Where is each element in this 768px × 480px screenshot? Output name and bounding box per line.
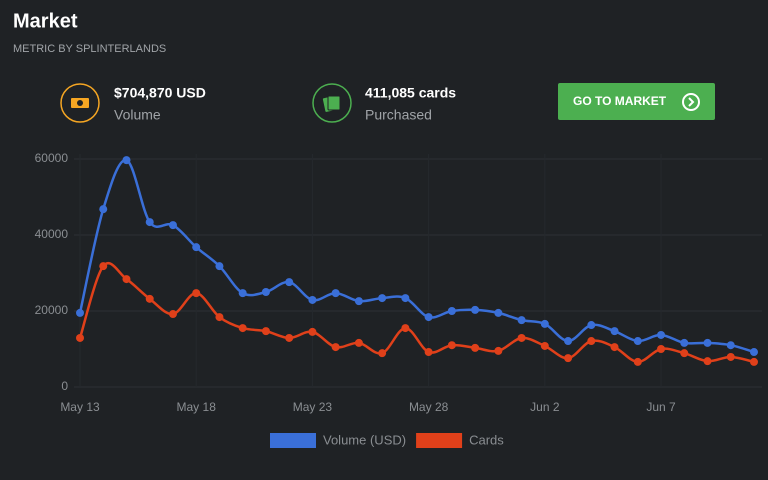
stat-label: Volume: [114, 107, 161, 123]
data-point: [308, 295, 317, 304]
x-tick-label: May 28: [409, 400, 449, 414]
data-point: [424, 348, 433, 357]
data-point: [192, 243, 201, 252]
card-icon: [327, 95, 341, 111]
data-point: [750, 348, 758, 357]
title: Market: [13, 10, 78, 32]
data-point: [447, 341, 456, 350]
data-point: [424, 313, 433, 322]
data-point: [215, 262, 224, 271]
data-point: [378, 294, 387, 303]
data-point: [145, 294, 154, 303]
series-line: [78, 262, 755, 364]
stat-label: Purchased: [365, 107, 432, 123]
data-point: [610, 343, 619, 352]
volume-icon: [60, 83, 100, 123]
legend-swatch: [270, 433, 316, 448]
data-point: [261, 288, 270, 296]
legend-label: Volume (USD): [323, 432, 406, 447]
y-tick-label: 0: [61, 379, 68, 393]
data-point: [587, 337, 596, 346]
data-point: [308, 327, 317, 336]
data-point: [610, 327, 619, 336]
cards-icon: [312, 83, 352, 123]
data-point: [238, 324, 247, 333]
stat-value: $704,870 USD: [114, 85, 206, 101]
subtitle: METRIC BY SPLINTERLANDS: [13, 43, 166, 55]
money-icon-dot: [77, 100, 83, 106]
data-point: [471, 305, 480, 314]
data-point: [680, 338, 689, 347]
data-point: [145, 218, 154, 227]
data-point: [471, 343, 480, 352]
data-point: [494, 346, 503, 355]
x-tick-label: Jun 2: [530, 400, 560, 414]
data-point: [401, 324, 410, 333]
data-point: [354, 338, 363, 347]
data-point: [285, 333, 294, 342]
y-tick-label: 20000: [35, 303, 69, 317]
data-point: [540, 341, 549, 350]
data-point: [540, 319, 549, 328]
data-point: [587, 321, 596, 330]
x-tick-label: Jun 7: [646, 400, 676, 414]
button-arrow[interactable]: [688, 97, 695, 107]
legend-label: Cards: [469, 432, 504, 447]
data-point: [401, 294, 410, 303]
data-point: [726, 352, 735, 361]
data-point: [726, 341, 735, 350]
y-tick-label: 60000: [35, 151, 69, 165]
data-point: [703, 357, 712, 366]
data-point: [285, 278, 294, 287]
data-point: [564, 337, 573, 346]
x-tick-label: May 23: [293, 400, 333, 414]
data-point: [99, 262, 108, 271]
data-point: [122, 275, 131, 284]
data-point: [168, 310, 177, 319]
data-point: [378, 349, 387, 358]
button-bg[interactable]: [558, 83, 715, 120]
data-point: [238, 289, 247, 298]
x-tick-label: May 18: [177, 400, 217, 414]
data-point: [633, 357, 642, 366]
data-point: [657, 345, 666, 353]
data-point: [99, 205, 108, 214]
data-point: [517, 316, 526, 325]
data-point: [76, 308, 84, 317]
series-line: [78, 158, 755, 354]
data-point: [680, 349, 689, 358]
data-point: [657, 330, 666, 339]
data-point: [331, 343, 340, 352]
data-point: [76, 333, 84, 342]
data-point: [192, 289, 201, 298]
data-point: [168, 221, 177, 230]
data-point: [517, 333, 526, 342]
data-point: [215, 313, 224, 322]
data-point: [447, 307, 456, 315]
data-point: [633, 337, 642, 346]
button-label[interactable]: GO TO MARKET: [573, 94, 667, 108]
y-tick-label: 40000: [35, 227, 69, 241]
data-point: [261, 327, 270, 336]
data-point: [331, 289, 340, 298]
legend-swatch: [416, 433, 463, 448]
data-point: [494, 308, 503, 317]
data-point: [703, 338, 712, 347]
data-point: [354, 297, 363, 306]
data-point: [564, 354, 573, 363]
button-icon[interactable]: [682, 93, 700, 111]
data-point: [750, 357, 758, 366]
stat-value: 411,085 cards: [365, 85, 456, 101]
x-tick-label: May 13: [60, 400, 100, 414]
go-to-market-button[interactable]: GO TO MARKET: [558, 83, 715, 120]
data-point: [122, 156, 131, 165]
